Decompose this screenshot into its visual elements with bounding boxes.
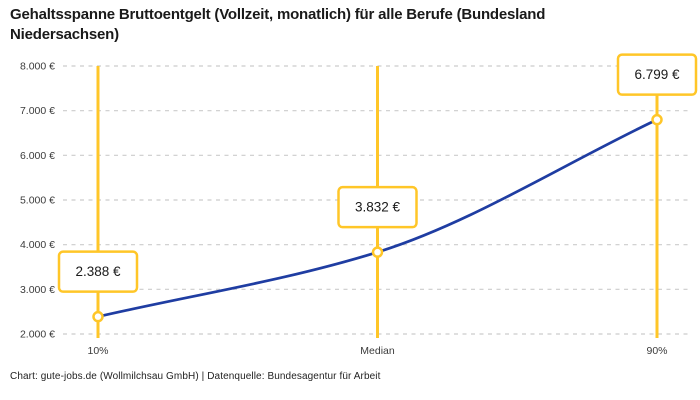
y-axis-tick-label: 5.000 € — [20, 195, 55, 207]
x-axis-tick-label: 10% — [87, 345, 108, 357]
y-axis-tick-label: 6.000 € — [20, 150, 55, 162]
x-axis-tick-label: 90% — [646, 345, 667, 357]
y-axis-tick-label: 3.000 € — [20, 284, 55, 296]
data-point-marker[interactable] — [371, 246, 384, 258]
y-axis-tick-label: 7.000 € — [20, 105, 55, 117]
value-label: 6.799 € — [634, 67, 680, 82]
value-label: 3.832 € — [355, 200, 401, 215]
value-label-box — [57, 250, 139, 293]
chart-title: Gehaltsspanne Bruttoentgelt (Vollzeit, m… — [10, 6, 546, 43]
value-label-box — [337, 185, 418, 229]
value-label-box — [616, 53, 698, 96]
y-axis-tick-label: 2.000 € — [20, 329, 55, 341]
x-axis-tick-label: Median — [360, 345, 395, 357]
data-point-marker[interactable] — [651, 113, 663, 126]
value-label: 2.388 € — [75, 264, 121, 279]
y-axis-tick-label: 8.000 € — [20, 61, 55, 73]
y-axis-tick-label: 4.000 € — [20, 239, 55, 251]
data-point-marker[interactable] — [92, 310, 104, 323]
chart-footer: Chart: gute-jobs.de (Wollmilchsau GmbH) … — [10, 371, 381, 382]
